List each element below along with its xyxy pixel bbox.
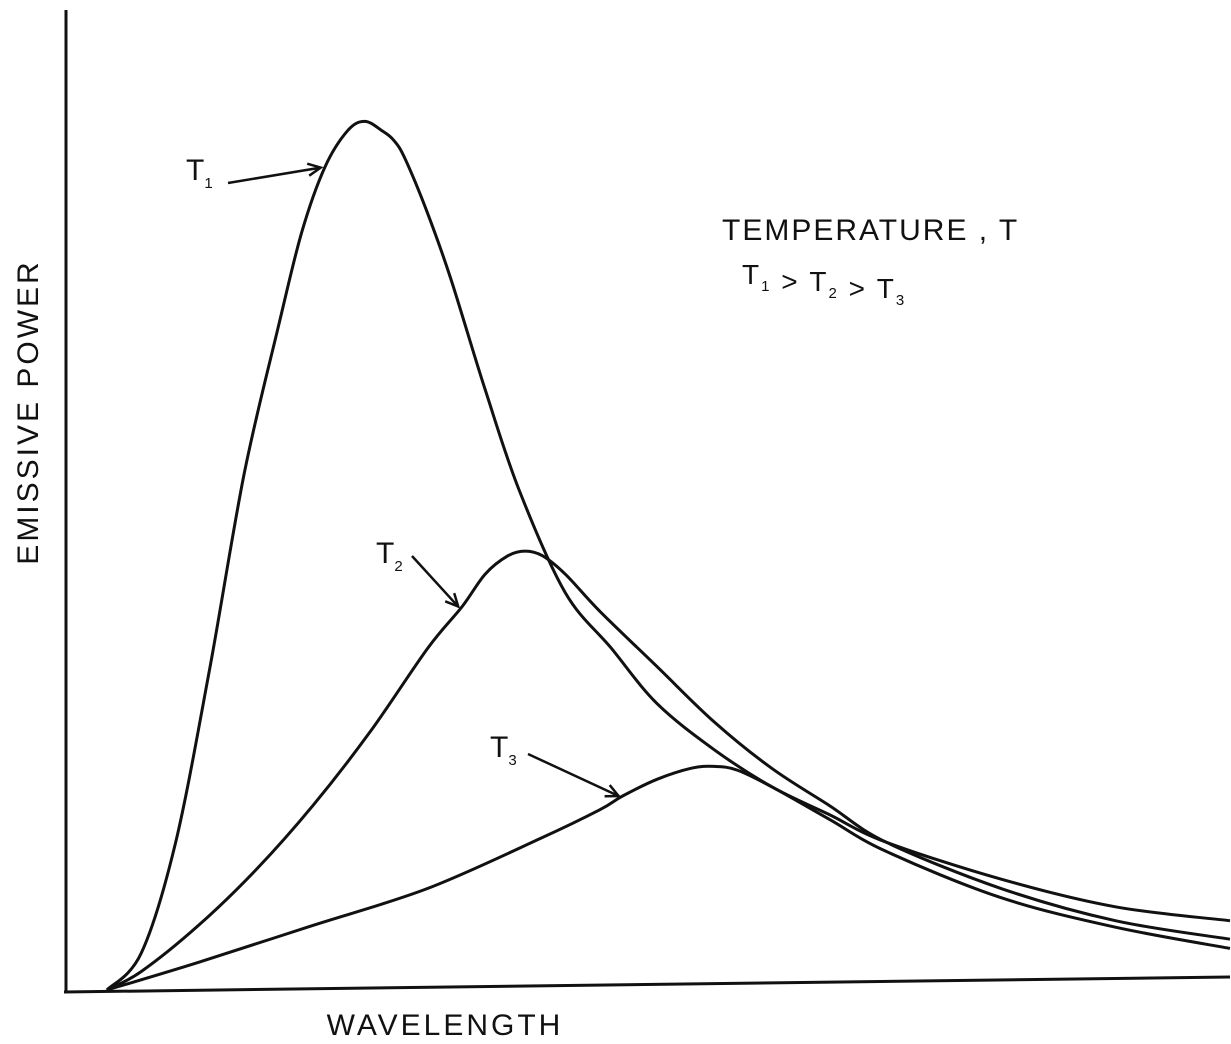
curve-labels: T1 T2 T3 bbox=[186, 154, 622, 798]
curve-arrow-t3 bbox=[527, 752, 620, 798]
legend-title: TEMPERATURE , T bbox=[722, 214, 1019, 247]
x-axis-line bbox=[63, 975, 1231, 994]
curve-arrowhead-t2 bbox=[444, 592, 461, 609]
y-axis-title: EMISSIVE POWER bbox=[12, 259, 45, 564]
curves bbox=[105, 119, 1231, 992]
series-line-t2 bbox=[106, 549, 1231, 992]
series-line-t3 bbox=[106, 764, 1231, 992]
x-axis-title: WAVELENGTH bbox=[327, 1009, 564, 1042]
curve-arrow-t2 bbox=[411, 555, 460, 608]
series-line-t1 bbox=[105, 119, 1231, 992]
axes bbox=[63, 10, 1231, 994]
curve-arrowhead-t3 bbox=[604, 784, 622, 798]
curve-arrow-t1 bbox=[227, 166, 321, 185]
curve-arrowhead-t1 bbox=[306, 162, 324, 177]
curve-label-t2: T2 bbox=[376, 537, 403, 575]
curve-label-t1: T1 bbox=[186, 154, 213, 192]
curve-label-t3: T3 bbox=[490, 731, 517, 769]
legend-relation: T1 > T2 > T3 bbox=[742, 259, 906, 309]
